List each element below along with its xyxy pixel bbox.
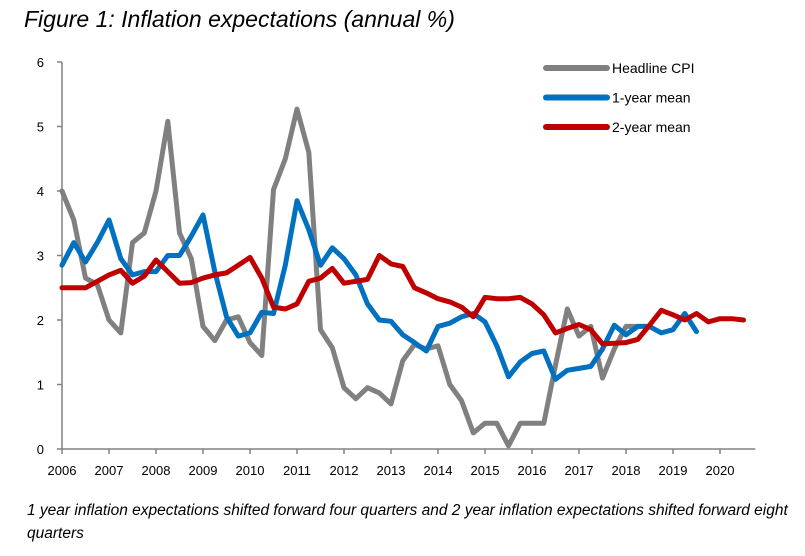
x-tick-label: 2015 (471, 463, 500, 478)
x-tick-label: 2019 (659, 463, 688, 478)
y-tick-label: 2 (37, 313, 44, 328)
x-tick-label: 2016 (518, 463, 547, 478)
legend-label: 2-year mean (612, 119, 691, 135)
chart-footnote: 1 year inflation expectations shifted fo… (27, 502, 788, 542)
x-tick-label: 2018 (612, 463, 641, 478)
series-line-1-year-mean (59, 198, 699, 382)
chart-title: Figure 1: Inflation expectations (annual… (24, 6, 455, 32)
x-tick-label: 2006 (48, 463, 77, 478)
x-tick-label: 2009 (189, 463, 218, 478)
x-tick-label: 2008 (142, 463, 171, 478)
y-tick-label: 5 (37, 120, 44, 135)
x-tick-label: 2017 (565, 463, 594, 478)
y-tick-label: 4 (37, 184, 44, 199)
legend-label: Headline CPI (612, 60, 695, 76)
legend-label: 1-year mean (612, 90, 691, 106)
series-line-headline-cpi (59, 106, 641, 449)
x-tick-label: 2014 (424, 463, 453, 478)
x-tick-label: 2013 (377, 463, 406, 478)
x-tick-label: 2010 (236, 463, 265, 478)
y-tick-label: 0 (37, 442, 44, 457)
y-tick-label: 3 (37, 249, 44, 264)
y-tick-label: 6 (37, 55, 44, 70)
series-line-2-year-mean (59, 253, 746, 347)
x-tick-label: 2007 (95, 463, 124, 478)
x-tick-label: 2020 (706, 463, 735, 478)
x-tick-label: 2012 (330, 463, 359, 478)
y-tick-label: 1 (37, 378, 44, 393)
x-tick-label: 2011 (283, 463, 311, 478)
